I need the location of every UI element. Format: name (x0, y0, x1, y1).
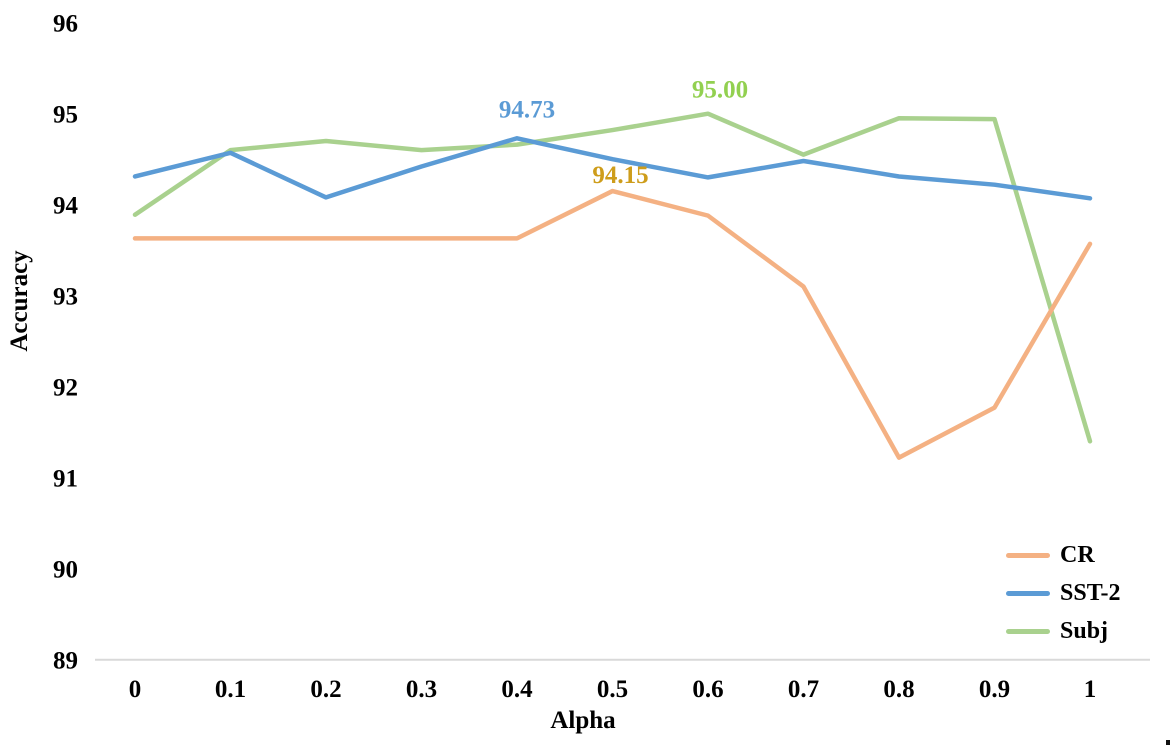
x-tick-label: 0.9 (979, 676, 1010, 703)
y-tick-label: 96 (53, 11, 78, 38)
legend-item-cr: CR (1006, 536, 1121, 574)
y-tick-label: 95 (53, 102, 78, 129)
legend-label: Subj (1060, 617, 1109, 644)
legend-item-sst-2: SST-2 (1006, 574, 1121, 612)
x-tick-label: 0 (129, 676, 142, 703)
legend-line-icon (1006, 628, 1050, 634)
y-tick-label: 92 (53, 375, 78, 402)
x-tick-label: 1 (1084, 676, 1097, 703)
x-tick-label: 0.1 (215, 676, 246, 703)
x-tick-label: 0.2 (310, 676, 341, 703)
y-tick-label: 89 (53, 648, 78, 675)
x-axis-title: Alpha (550, 707, 616, 734)
x-tick-label: 0.4 (501, 676, 533, 703)
y-tick-label: 93 (53, 284, 78, 311)
y-tick-label: 90 (53, 557, 78, 584)
x-tick-label: 0.8 (883, 676, 914, 703)
legend: CR SST-2 Subj (1006, 536, 1121, 650)
x-tick-label: 0.6 (692, 676, 723, 703)
screen-artifact (1166, 740, 1170, 745)
series-line-subj (132, 111, 1093, 444)
x-tick-label: 0.7 (788, 676, 819, 703)
data-label-cr: 94.15 (592, 162, 648, 189)
legend-line-icon (1006, 590, 1050, 596)
y-tick-label: 94 (53, 193, 79, 220)
data-label-subj: 95.00 (692, 77, 748, 104)
legend-label: SST-2 (1060, 579, 1121, 606)
x-tick-label: 0.3 (406, 676, 437, 703)
data-label-sst-2: 94.73 (499, 96, 555, 123)
legend-line-icon (1006, 552, 1050, 558)
y-tick-label: 91 (53, 466, 78, 493)
series-line-cr (132, 188, 1093, 460)
legend-item-subj: Subj (1006, 612, 1121, 650)
series-line-sst-2 (132, 136, 1093, 201)
legend-label: CR (1060, 541, 1095, 568)
x-tick-label: 0.5 (597, 676, 628, 703)
